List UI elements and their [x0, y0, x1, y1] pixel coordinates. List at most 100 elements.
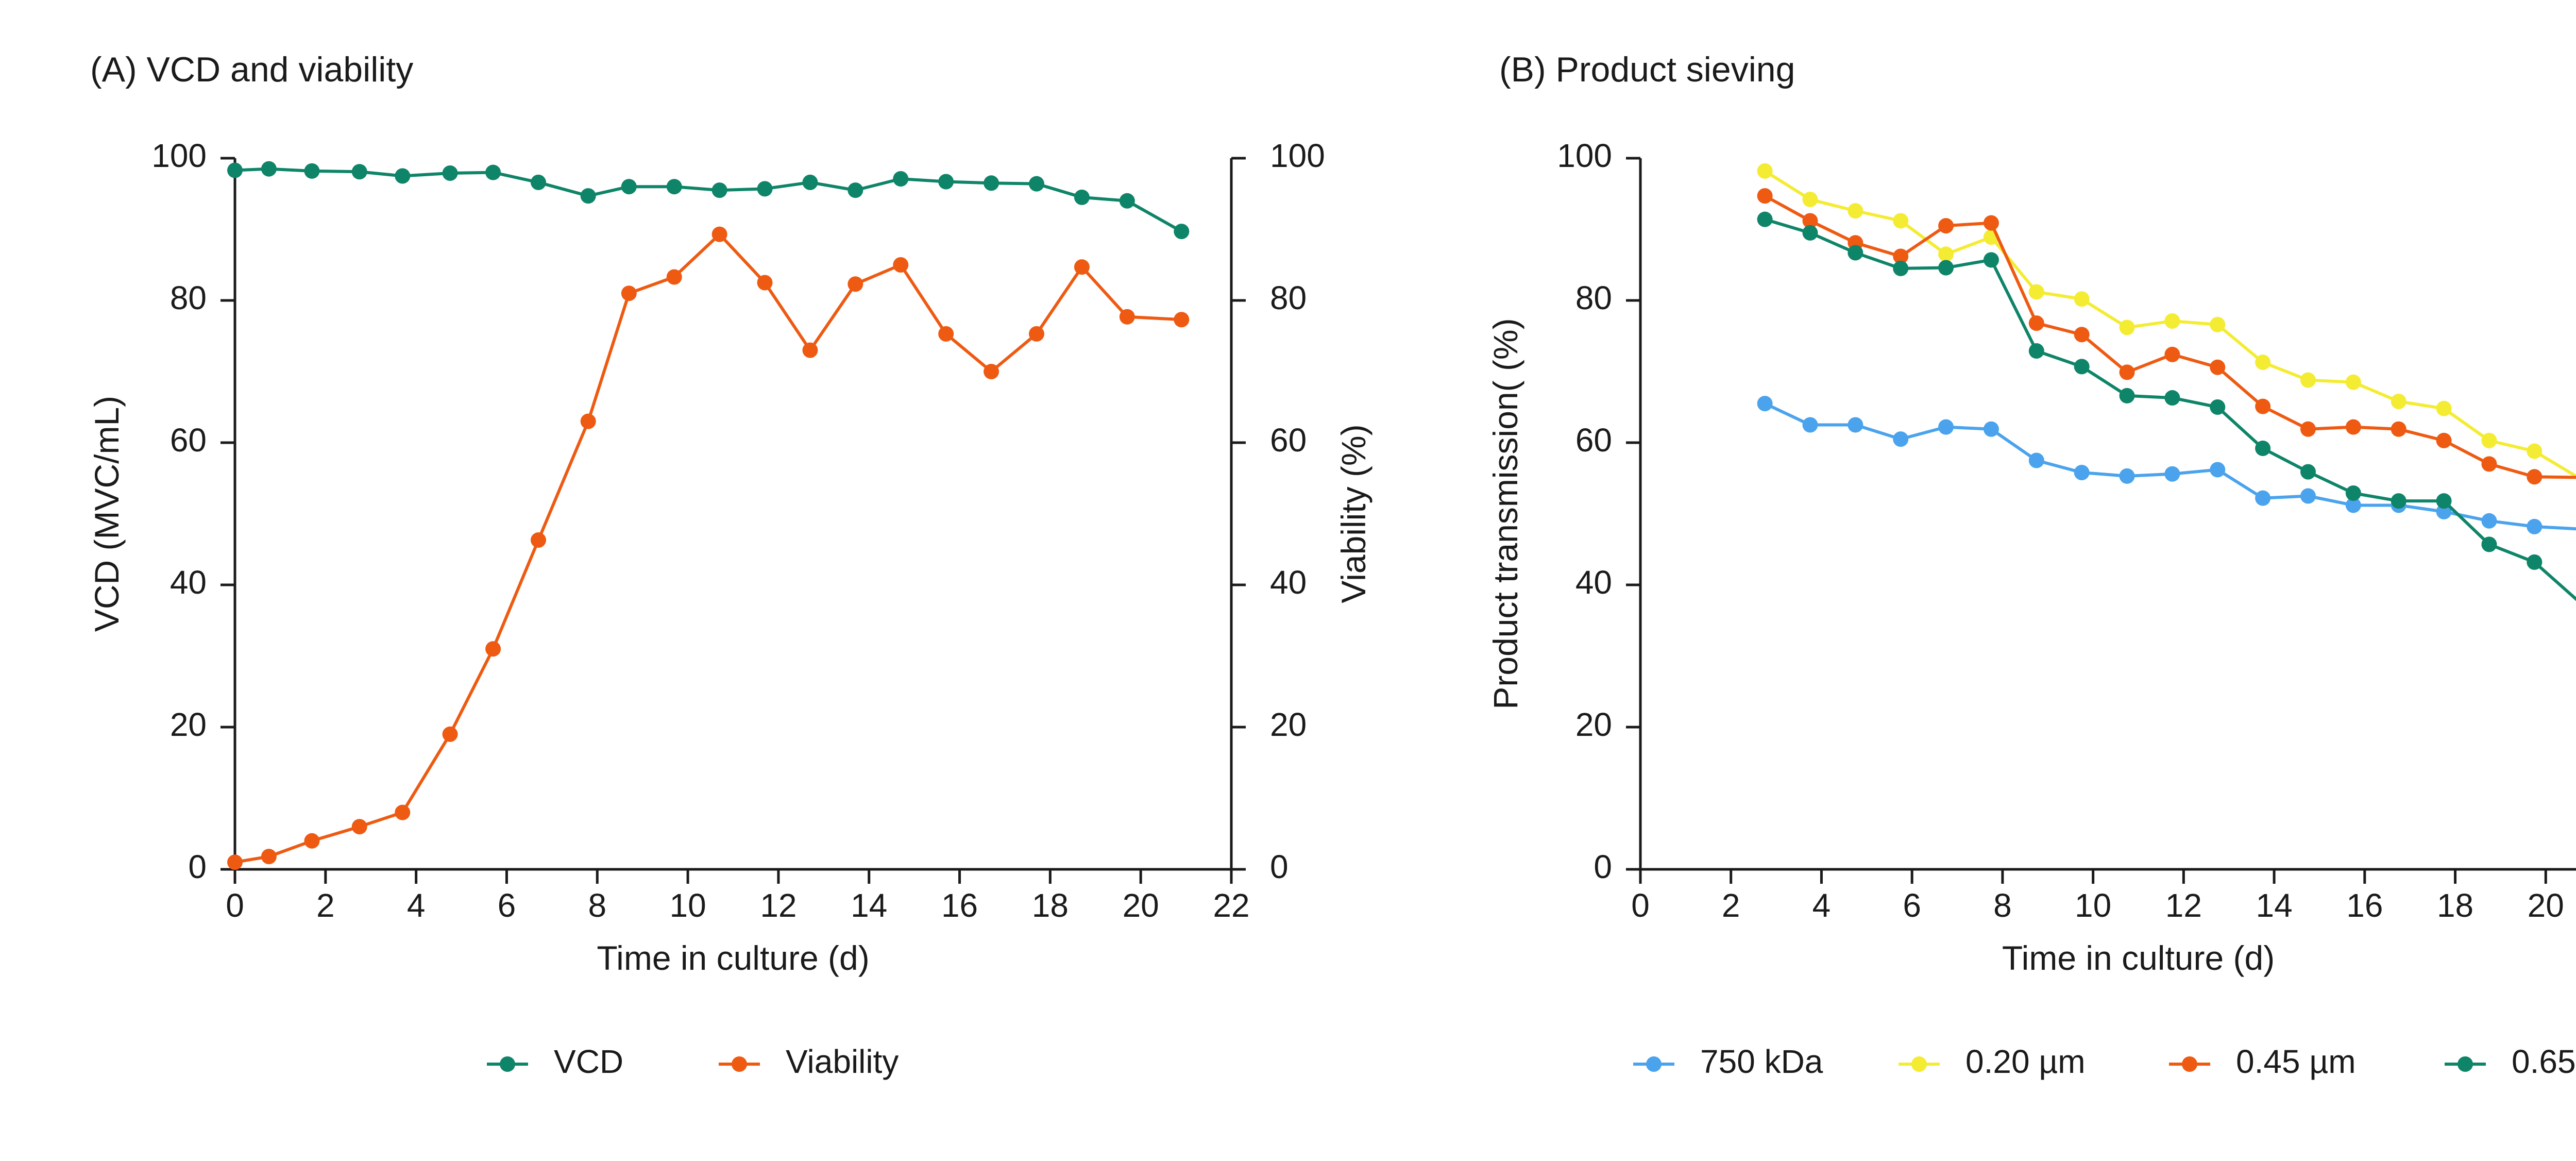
- data-point: [1119, 193, 1135, 209]
- data-point: [1802, 192, 1818, 208]
- data-point: [1174, 312, 1190, 328]
- data-point: [1848, 203, 1863, 219]
- data-point: [1119, 309, 1135, 325]
- data-point: [1802, 225, 1818, 241]
- data-point: [621, 179, 637, 195]
- y-tick-label: 60: [1575, 422, 1612, 459]
- data-point: [2391, 393, 2406, 409]
- x-tick-label: 14: [2256, 887, 2292, 924]
- x-tick-label: 20: [2528, 887, 2564, 924]
- legend-marker: [1911, 1056, 1927, 1072]
- data-point: [395, 804, 411, 820]
- data-point: [2074, 291, 2090, 307]
- data-point: [2164, 466, 2180, 482]
- data-point: [2255, 441, 2271, 457]
- data-point: [802, 342, 818, 358]
- legend-marker: [732, 1056, 747, 1072]
- data-point: [2481, 432, 2497, 448]
- legend-item: 750 kDa: [1633, 1043, 1823, 1080]
- x-tick-label: 2: [316, 887, 335, 924]
- data-point: [1893, 260, 1909, 276]
- x-tick-label: 16: [2346, 887, 2383, 924]
- y-tick-label: 0: [188, 848, 207, 885]
- data-point: [2481, 513, 2497, 529]
- data-point: [2074, 359, 2090, 375]
- data-point: [1983, 252, 1999, 268]
- series-vcd: [227, 161, 1190, 240]
- data-point: [2436, 432, 2452, 448]
- data-point: [2119, 319, 2135, 335]
- legend-label: VCD: [554, 1043, 623, 1080]
- legend-marker: [500, 1056, 515, 1072]
- data-point: [530, 174, 546, 190]
- data-point: [2210, 316, 2226, 332]
- data-point: [227, 854, 243, 870]
- chart-title: (B) Product sieving: [1499, 50, 1795, 89]
- legend-item: VCD: [487, 1043, 623, 1080]
- data-point: [1938, 260, 1954, 276]
- data-point: [227, 162, 243, 178]
- y2-tick-label: 100: [1270, 137, 1325, 174]
- data-point: [2210, 399, 2226, 415]
- data-point: [893, 171, 909, 187]
- x-tick-label: 0: [1631, 887, 1650, 924]
- data-point: [2436, 493, 2452, 509]
- data-point: [2164, 313, 2180, 329]
- chart-title: (A) VCD and viability: [90, 50, 413, 89]
- series-line: [234, 167, 1182, 233]
- data-point: [757, 275, 773, 291]
- data-point: [1802, 417, 1818, 433]
- chart-product-sieving: (B) Product sieving024681012141618202202…: [1486, 50, 2576, 1080]
- data-point: [621, 285, 637, 301]
- y-tick-label: 20: [170, 706, 207, 743]
- x-tick-label: 0: [226, 887, 244, 924]
- data-point: [2345, 374, 2361, 390]
- series-viability: [227, 226, 1190, 870]
- data-point: [711, 226, 727, 242]
- data-point: [2300, 488, 2316, 504]
- data-point: [984, 364, 999, 379]
- data-point: [938, 326, 954, 342]
- data-point: [2527, 469, 2543, 485]
- y-tick-label: 20: [1575, 706, 1612, 743]
- data-point: [2028, 343, 2044, 359]
- x-tick-label: 16: [941, 887, 978, 924]
- data-point: [2255, 355, 2271, 371]
- data-point: [2527, 554, 2543, 570]
- legend-item: 0.65 µm: [2445, 1043, 2576, 1080]
- data-point: [2255, 398, 2271, 414]
- x-tick-label: 4: [407, 887, 426, 924]
- y-tick-label: 100: [1557, 137, 1612, 174]
- data-point: [2345, 419, 2361, 435]
- data-point: [2345, 485, 2361, 501]
- data-point: [1074, 189, 1090, 205]
- data-point: [2300, 421, 2316, 437]
- data-point: [1893, 213, 1909, 229]
- data-point: [666, 179, 682, 195]
- data-point: [1174, 224, 1190, 240]
- y-tick-label: 0: [1594, 848, 1612, 885]
- series-line: [234, 232, 1182, 864]
- data-point: [1983, 421, 1999, 437]
- data-point: [1938, 218, 1954, 234]
- x-tick-label: 12: [2165, 887, 2202, 924]
- y-axis-label: VCD (MVC/mL): [88, 396, 126, 632]
- data-point: [2527, 518, 2543, 534]
- data-point: [485, 641, 501, 657]
- data-point: [580, 413, 596, 429]
- data-point: [1757, 211, 1773, 227]
- legend-label: Viability: [786, 1043, 899, 1080]
- y-tick-label: 80: [1575, 279, 1612, 316]
- legend-item: 0.45 µm: [2169, 1043, 2356, 1080]
- data-point: [2300, 464, 2316, 480]
- data-point: [1757, 396, 1773, 412]
- legend-label: 0.20 µm: [1965, 1043, 2086, 1080]
- x-tick-label: 14: [851, 887, 887, 924]
- y-tick-label: 40: [1575, 564, 1612, 601]
- data-point: [2391, 493, 2406, 509]
- data-point: [2119, 468, 2135, 484]
- data-point: [2119, 364, 2135, 380]
- data-point: [893, 257, 909, 273]
- data-point: [2255, 490, 2271, 506]
